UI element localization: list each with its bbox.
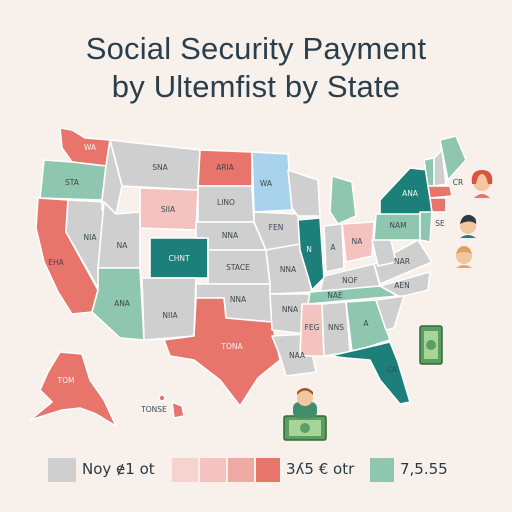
- state-mi[interactable]: [329, 175, 357, 225]
- legend-label-1: Noy ɇ1 ot: [82, 460, 155, 478]
- state-oh[interactable]: [341, 221, 375, 263]
- state-label-ct: CR: [453, 178, 463, 187]
- state-label-or: STA: [65, 178, 80, 187]
- state-label-tn: NAE: [327, 291, 343, 300]
- legend-swatch-pink-1: [172, 458, 198, 482]
- legend-swatch-salmon: [256, 458, 280, 482]
- state-label-va: NAR: [394, 257, 410, 266]
- state-label-mn: WA: [260, 179, 273, 188]
- state-label-ut: NA: [117, 241, 129, 250]
- state-label-nj: SE: [435, 219, 445, 228]
- state-ct[interactable]: [429, 197, 447, 213]
- cash-note-icon: [419, 325, 443, 365]
- avatar-woman-icon: [471, 170, 493, 198]
- state-label-ks: STACE: [226, 263, 250, 272]
- state-fl[interactable]: [329, 341, 411, 405]
- legend-label-3: 7,5.55: [400, 460, 448, 478]
- state-nc[interactable]: [379, 271, 431, 297]
- state-label-pa: NAM: [389, 221, 406, 230]
- person-with-money-icon: [283, 388, 327, 441]
- state-label-wy: SIIA: [161, 205, 176, 214]
- state-az[interactable]: [91, 267, 145, 341]
- legend-swatch-pink-3: [228, 458, 254, 482]
- state-label-ga: A: [363, 319, 369, 328]
- state-ut[interactable]: [97, 201, 141, 269]
- state-label-la: NAA: [289, 351, 306, 360]
- state-label-fl: CA: [387, 365, 398, 374]
- state-label-ia: FEN: [269, 223, 284, 232]
- state-label-co: CHNT: [168, 254, 189, 263]
- state-label-ms: FEG: [305, 323, 320, 332]
- state-label-al: NNS: [328, 323, 344, 332]
- state-label-in: A: [330, 243, 336, 252]
- state-il[interactable]: [297, 217, 325, 291]
- state-label-nd: ARIA: [216, 163, 235, 172]
- state-label-ak: TOM: [57, 376, 75, 385]
- title-line-1: Social Security Payment: [85, 31, 427, 66]
- state-in[interactable]: [323, 223, 345, 273]
- state-label-ky: NOF: [342, 276, 358, 285]
- legend-swatch-teal: [370, 458, 394, 482]
- state-label-ok: NNA: [230, 295, 247, 304]
- state-sc[interactable]: [375, 295, 405, 331]
- state-label-hi: TONSE: [140, 405, 167, 414]
- state-hi-islet: [158, 394, 166, 402]
- state-mo[interactable]: [265, 243, 313, 295]
- legend-swatch-gray: [48, 458, 76, 482]
- avatar-elder-icon: [456, 246, 472, 268]
- state-nm[interactable]: [141, 277, 197, 341]
- state-label-nc: AEN: [394, 281, 409, 290]
- state-label-wa: WA: [84, 143, 97, 152]
- state-me[interactable]: [439, 135, 467, 181]
- title-line-2: by Ultemfist by State: [111, 69, 401, 104]
- avatar-man-icon: [460, 214, 477, 238]
- state-label-az: ANA: [114, 299, 131, 308]
- state-label-oh: NA: [352, 237, 364, 246]
- legend: Noy ɇ1 ot 3ʎ5 € otr 7,5.55: [48, 456, 468, 484]
- state-nj[interactable]: [419, 211, 433, 243]
- state-hi[interactable]: [171, 401, 185, 419]
- state-label-ne: NNA: [222, 231, 239, 240]
- legend-swatch-pink-2: [200, 458, 226, 482]
- legend-label-2: 3ʎ5 € otr: [286, 460, 355, 478]
- state-ga[interactable]: [345, 299, 391, 353]
- state-label-mt: SNA: [152, 163, 168, 172]
- state-wi[interactable]: [287, 169, 321, 217]
- state-label-ar: NNA: [282, 305, 299, 314]
- state-label-mo: NNA: [280, 265, 297, 274]
- state-label-ny: ANA: [402, 189, 419, 198]
- state-tx[interactable]: [163, 297, 281, 407]
- state-label-il: N: [306, 245, 312, 254]
- state-ak[interactable]: [29, 351, 117, 427]
- state-mn[interactable]: [251, 151, 293, 213]
- state-label-nv: NIA: [84, 233, 98, 242]
- map-title: Social Security Payment by Ultemfist by …: [0, 30, 512, 106]
- state-va[interactable]: [373, 239, 433, 285]
- state-label-nm: NIIA: [162, 311, 178, 320]
- state-label-sd: LINO: [217, 198, 235, 207]
- state-ma[interactable]: [427, 185, 453, 199]
- state-label-tx: TONA: [220, 342, 243, 351]
- state-label-ca: EHA: [48, 258, 64, 267]
